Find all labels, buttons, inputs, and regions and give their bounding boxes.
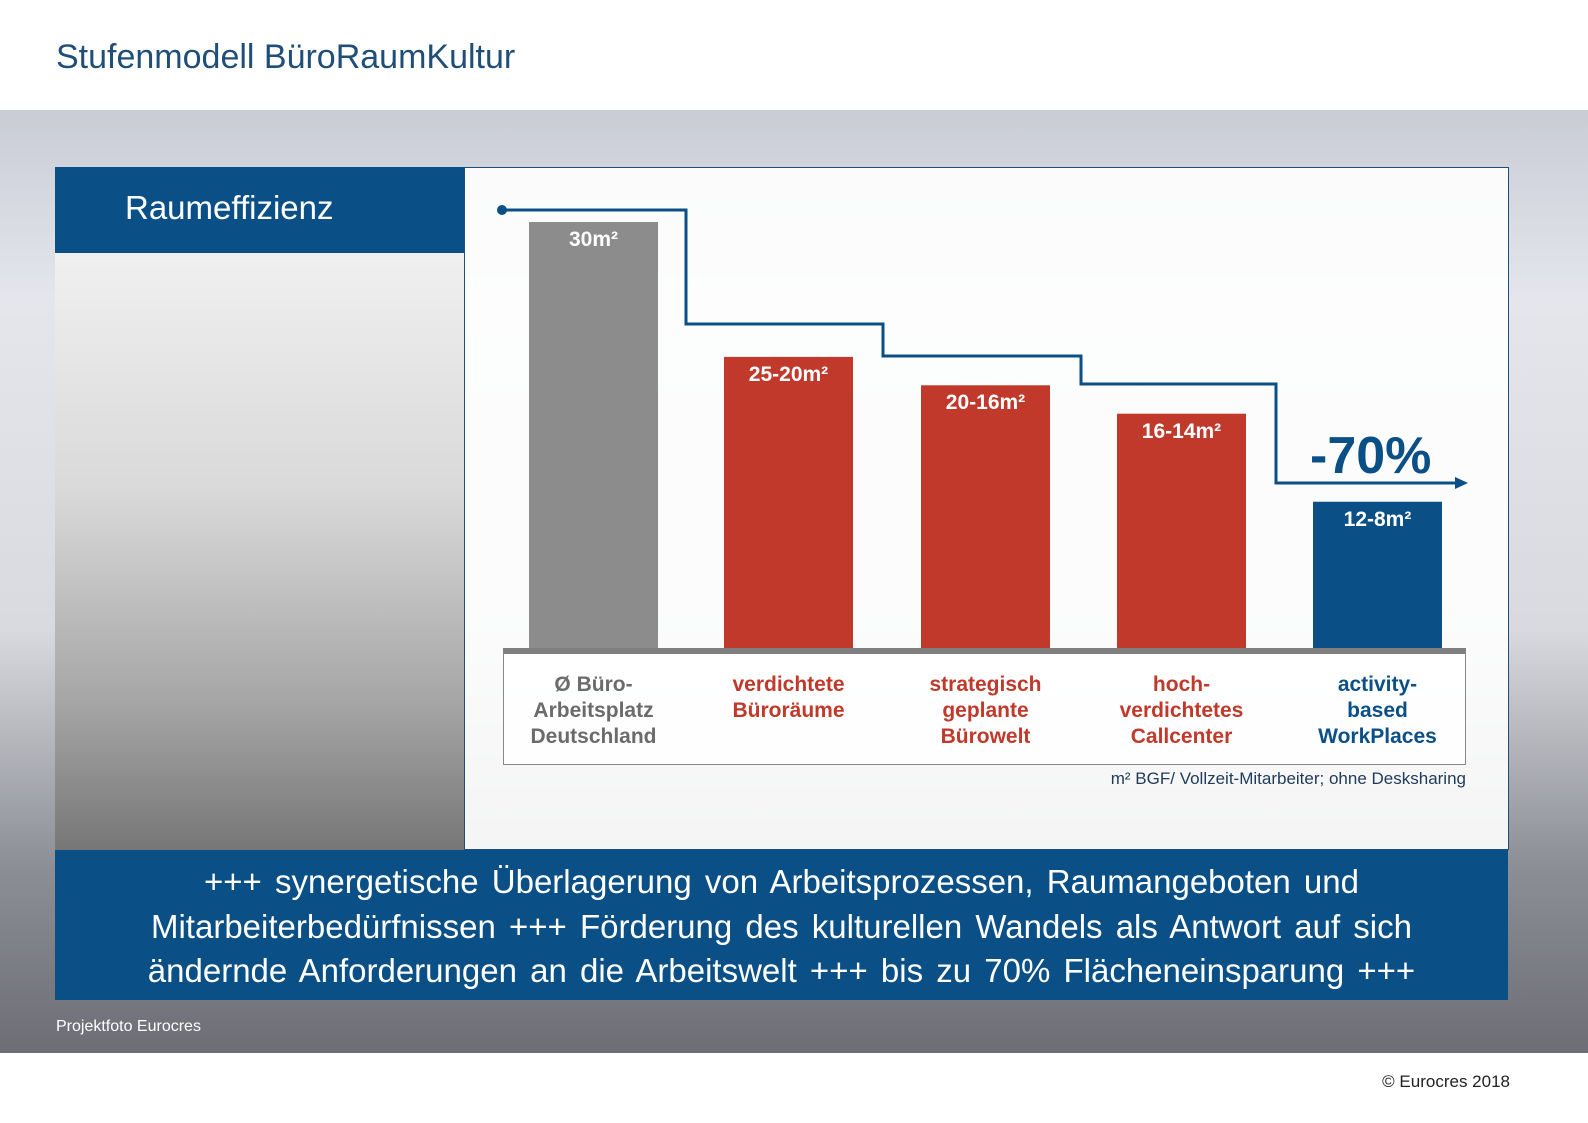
arrow-head-icon xyxy=(1455,477,1468,489)
summary-line: ändernde Anforderungen an die Arbeitswel… xyxy=(147,952,1416,989)
category-label: activity-based WorkPlaces xyxy=(1288,672,1468,750)
data-label: 30m² xyxy=(568,228,619,251)
category-box xyxy=(503,648,1466,765)
summary-line: +++ synergetische Überlagerung von Arbei… xyxy=(204,863,1359,900)
category-label-line: hoch- xyxy=(1152,673,1211,696)
category-label-line: Callcenter xyxy=(1130,725,1233,748)
meeting-photo xyxy=(55,253,464,850)
data-label: 20-16m² xyxy=(945,391,1026,415)
category-label-line: Deutschland xyxy=(530,725,657,748)
panel-title: Raumeffizienz xyxy=(55,167,464,253)
category-label: hoch-verdichtetes Callcenter xyxy=(1092,672,1272,750)
category-label-line: strategisch xyxy=(929,673,1042,696)
reduction-annotation: -70% xyxy=(1310,427,1432,485)
category-label-line: geplante xyxy=(942,699,1029,722)
unit-note: m² BGF/ Vollzeit-Mitarbeiter; ohne Desks… xyxy=(1110,769,1466,788)
category-label-line: Bürowelt xyxy=(940,725,1031,748)
data-label: 25-20m² xyxy=(748,362,829,386)
category-label-line: verdichtetes xyxy=(1119,699,1244,722)
category-label-line: Ø Büro- xyxy=(554,673,633,696)
page-title: Stufenmodell BüroRaumKultur xyxy=(56,38,516,76)
category-label-line: based xyxy=(1347,699,1408,722)
bar xyxy=(921,385,1050,648)
category-label: verdichtete Büroräume xyxy=(699,672,879,724)
data-label: 12-8m² xyxy=(1343,507,1412,531)
summary-band: +++ synergetische Überlagerung von Arbei… xyxy=(55,850,1508,1000)
summary-line: Mitarbeiterbedürfnissen +++ Förderung de… xyxy=(150,907,1412,945)
category-label: strategisch geplante Bürowelt xyxy=(896,672,1076,750)
category-label-line: verdichtete xyxy=(732,673,845,696)
bar xyxy=(1313,501,1442,648)
bar xyxy=(724,356,853,648)
bar xyxy=(529,222,658,648)
copyright: © Eurocres 2018 xyxy=(1382,1072,1510,1091)
category-label-line: WorkPlaces xyxy=(1318,725,1437,748)
category-label-line: Büroräume xyxy=(732,699,845,722)
data-label: 16-14m² xyxy=(1141,419,1222,443)
bar xyxy=(1117,413,1246,648)
step-line-start xyxy=(497,205,507,215)
category-label-line: Arbeitsplatz xyxy=(533,699,654,722)
step-line xyxy=(502,208,1458,485)
category-label: Ø Büro- Arbeitsplatz Deutschland xyxy=(504,672,684,750)
category-label-line: activity- xyxy=(1337,673,1418,696)
photo-credit: Projektfoto Eurocres xyxy=(56,1018,201,1035)
